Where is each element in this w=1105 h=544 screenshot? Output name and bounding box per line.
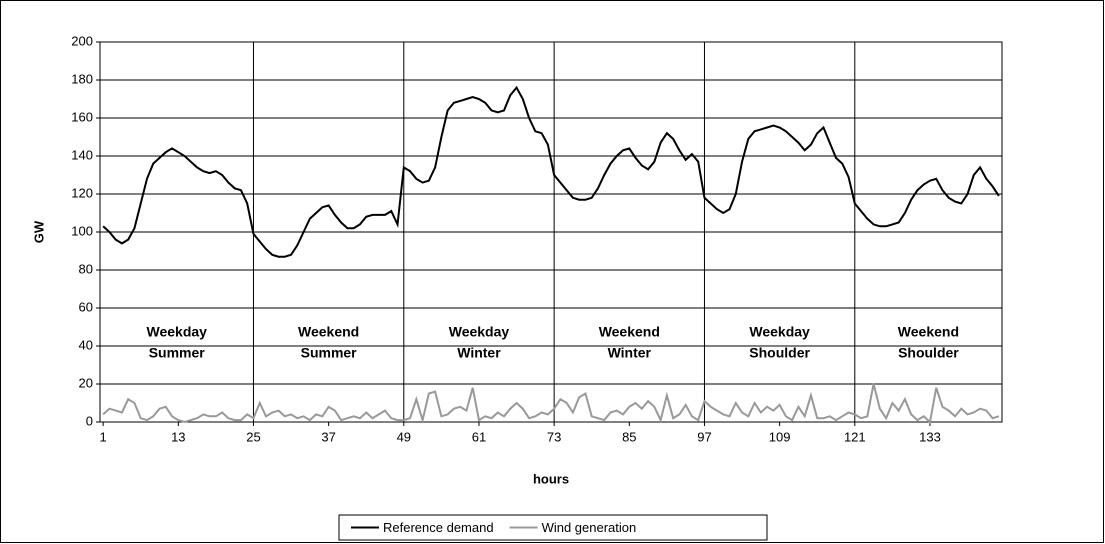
- y-tick-label: 160: [71, 109, 93, 124]
- x-tick-label: 25: [246, 429, 260, 444]
- region-season: Shoulder: [749, 345, 810, 361]
- y-tick-label: 100: [71, 223, 93, 238]
- region-day: Weekend: [599, 324, 660, 340]
- x-tick-label: 49: [397, 429, 411, 444]
- x-tick-label: 121: [844, 429, 866, 444]
- x-tick-label: 85: [622, 429, 636, 444]
- y-tick-label: 200: [71, 33, 93, 48]
- x-tick-label: 109: [769, 429, 791, 444]
- x-tick-label: 1: [100, 429, 107, 444]
- x-tick-label: 61: [472, 429, 486, 444]
- region-season: Winter: [457, 345, 501, 361]
- region-season: Summer: [301, 345, 358, 361]
- legend-label: Reference demand: [383, 520, 494, 535]
- x-tick-label: 133: [919, 429, 941, 444]
- region-day: Weekend: [898, 324, 959, 340]
- series-line: [102, 85, 1000, 258]
- y-tick-label: 120: [71, 185, 93, 200]
- region-season: Shoulder: [898, 345, 959, 361]
- region-season: Winter: [608, 345, 652, 361]
- x-tick-label: 73: [547, 429, 561, 444]
- y-tick-label: 40: [79, 337, 93, 352]
- y-tick-label: 140: [71, 147, 93, 162]
- x-tick-label: 37: [321, 429, 335, 444]
- y-axis-label: GW: [31, 220, 46, 243]
- region-day: Weekday: [147, 324, 208, 340]
- x-axis-label: hours: [533, 471, 569, 486]
- series-line: [102, 383, 1000, 424]
- y-tick-label: 80: [79, 261, 93, 276]
- legend-box: [338, 514, 768, 541]
- region-season: Summer: [149, 345, 206, 361]
- y-tick-label: 180: [71, 71, 93, 86]
- region-day: Weekend: [298, 324, 359, 340]
- x-tick-label: 97: [697, 429, 711, 444]
- region-day: Weekday: [449, 324, 510, 340]
- region-day: Weekday: [749, 324, 810, 340]
- y-tick-label: 20: [79, 375, 93, 390]
- y-tick-label: 60: [79, 299, 93, 314]
- x-tick-label: 13: [171, 429, 185, 444]
- legend-label: Wind generation: [542, 520, 637, 535]
- y-tick-label: 0: [86, 413, 93, 428]
